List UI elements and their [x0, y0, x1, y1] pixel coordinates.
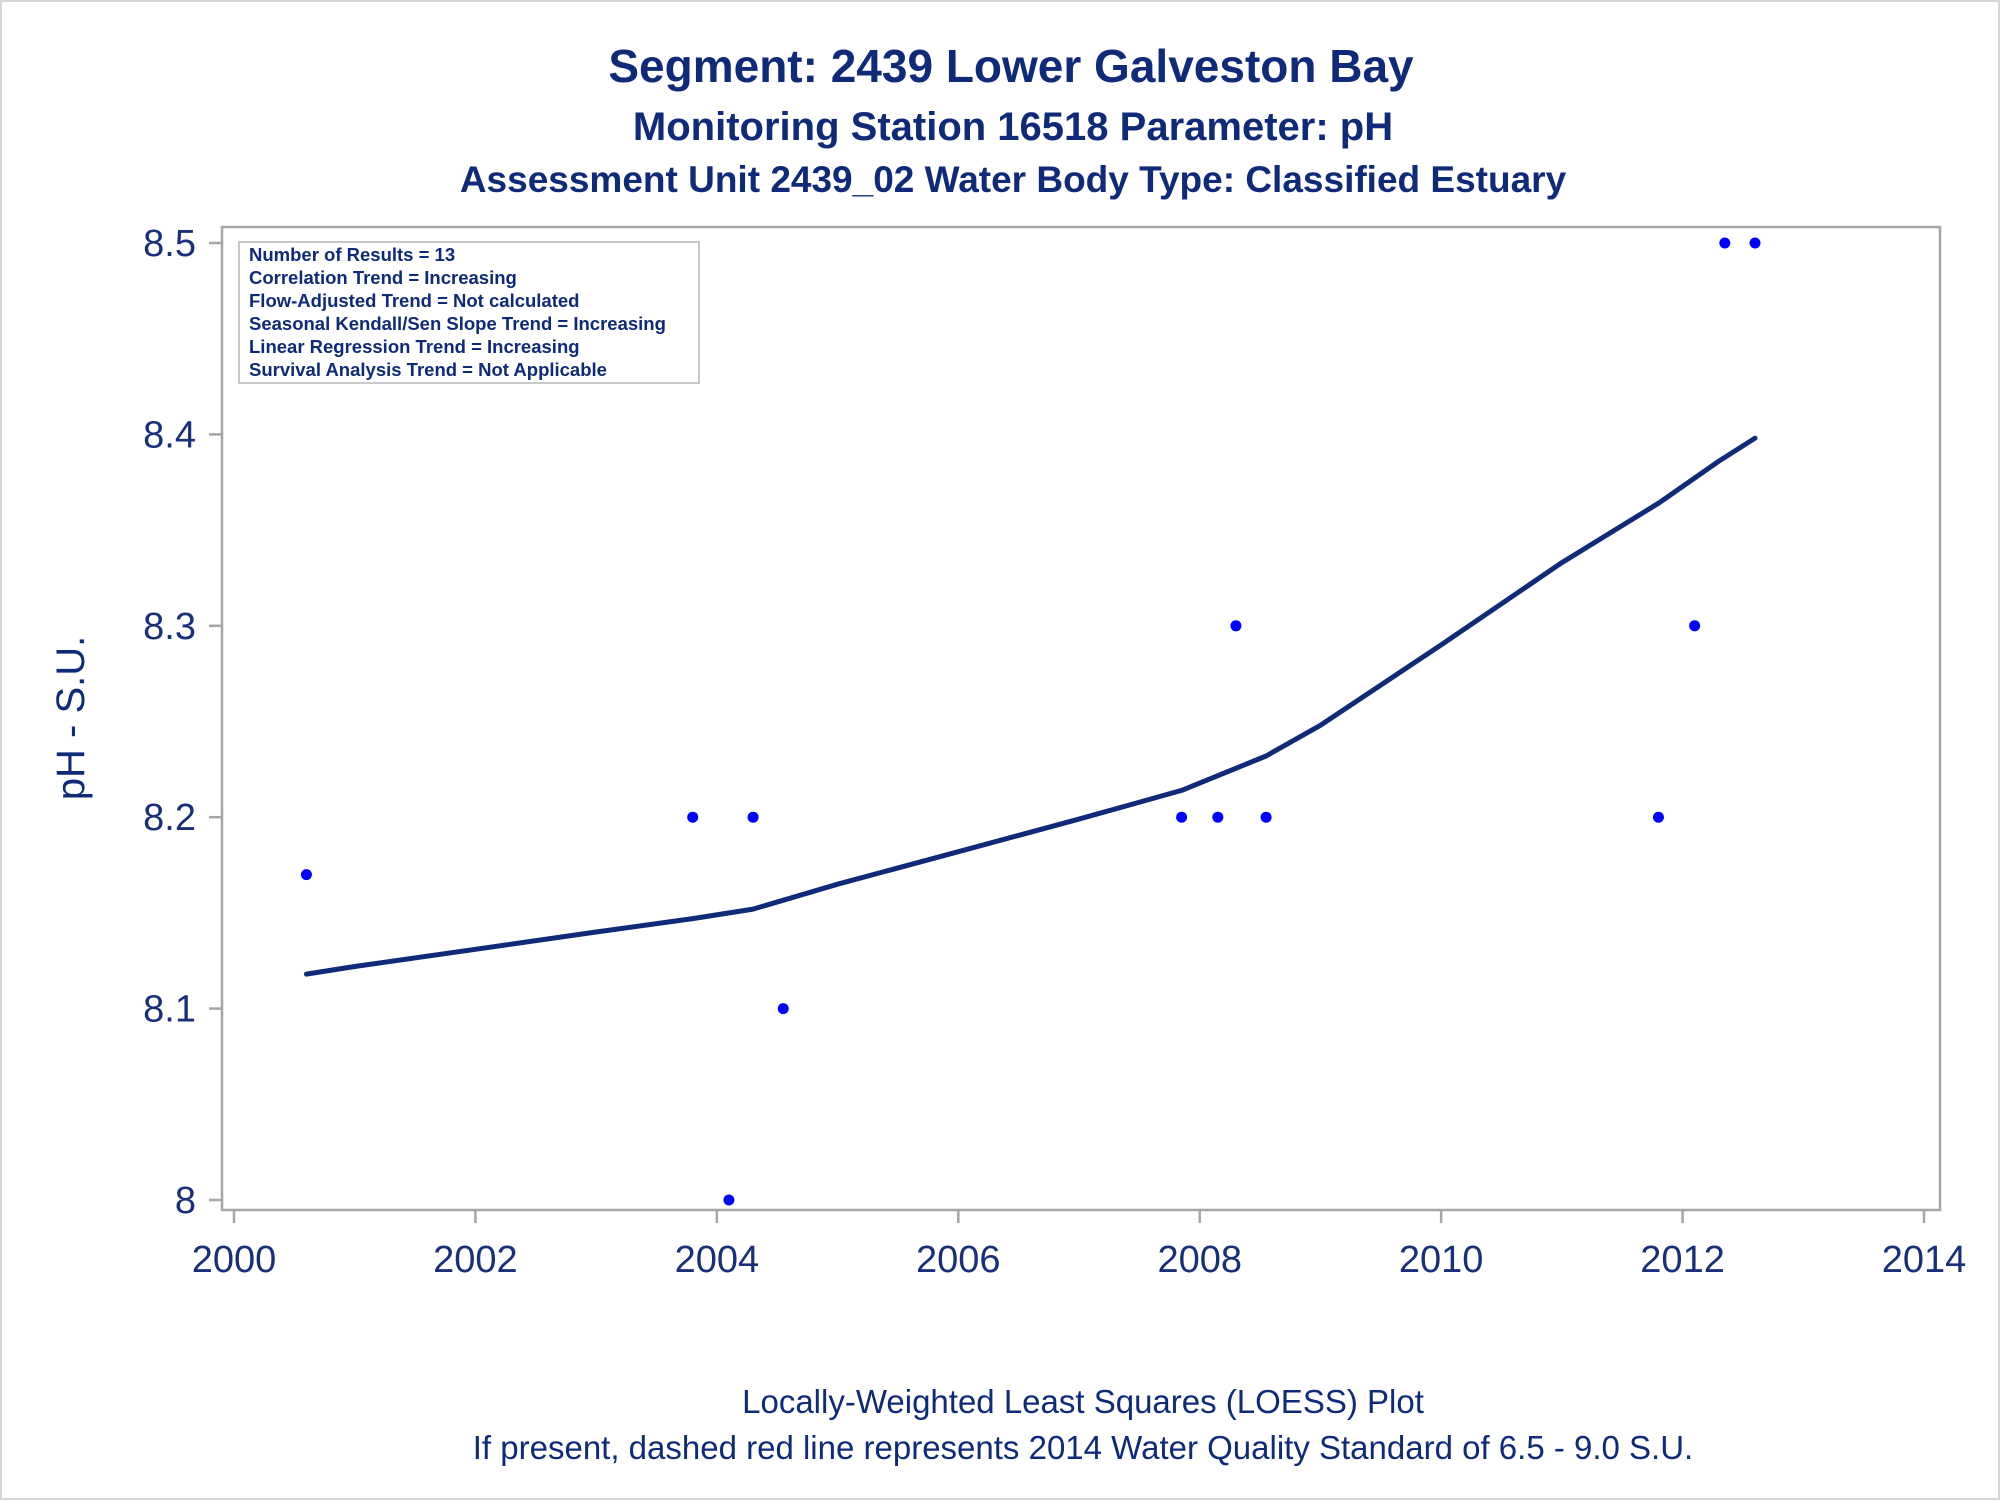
x-tick-label: 2010	[1399, 1239, 1484, 1281]
stat-linear-regression-trend: Linear Regression Trend = Increasing	[249, 336, 580, 357]
y-tick-label: 8.2	[143, 797, 196, 839]
data-points	[300, 237, 1761, 1206]
data-point	[1652, 811, 1664, 823]
data-point	[777, 1003, 789, 1015]
chart-subtitle-2: Assessment Unit 2439_02 Water Body Type:…	[460, 159, 1567, 200]
data-point	[1230, 620, 1242, 632]
y-tick-label: 8.1	[143, 989, 196, 1031]
x-tick-label: 2008	[1157, 1239, 1242, 1281]
stat-flow-adjusted-trend: Flow-Adjusted Trend = Not calculated	[249, 290, 579, 311]
data-point	[1749, 237, 1761, 249]
y-tick-label: 8.5	[143, 223, 196, 265]
loess-line	[303, 435, 1758, 977]
y-tick-label: 8.3	[143, 606, 196, 648]
data-point	[300, 869, 312, 881]
chart-title: Segment: 2439 Lower Galveston Bay	[608, 40, 1414, 92]
y-tick-label: 8	[175, 1180, 196, 1222]
plot-area	[220, 225, 1942, 1212]
footer-line-1: Locally-Weighted Least Squares (LOESS) P…	[742, 1383, 1424, 1420]
x-axis: 2000 2002 2004 2006 2008 2010 2012 2014	[192, 1210, 1967, 1281]
y-tick-label: 8.4	[143, 414, 196, 456]
x-tick-label: 2012	[1640, 1239, 1725, 1281]
x-tick-label: 2014	[1882, 1239, 1967, 1281]
footer-line-2: If present, dashed red line represents 2…	[473, 1429, 1693, 1466]
data-point	[1176, 811, 1188, 823]
y-axis-label: pH - S.U.	[49, 636, 93, 800]
stat-correlation-trend: Correlation Trend = Increasing	[249, 267, 517, 288]
chart-subtitle: Monitoring Station 16518 Parameter: pH	[633, 105, 1393, 149]
data-point	[747, 811, 759, 823]
trend-stats-box-border	[238, 241, 700, 384]
data-point	[723, 1194, 735, 1206]
loess-line-layer	[303, 435, 1758, 977]
stat-seasonal-kendall-trend: Seasonal Kendall/Sen Slope Trend = Incre…	[249, 313, 666, 334]
y-axis: 8 8.1 8.2 8.3 8.4 8.5	[143, 223, 222, 1222]
x-tick-label: 2006	[916, 1239, 1001, 1281]
stat-number-of-results: Number of Results = 13	[249, 244, 455, 265]
data-point	[1689, 620, 1701, 632]
data-point	[1212, 811, 1224, 823]
data-point	[1719, 237, 1731, 249]
x-tick-label: 2000	[192, 1239, 277, 1281]
stat-survival-analysis-trend: Survival Analysis Trend = Not Applicable	[249, 359, 607, 380]
data-point	[687, 811, 699, 823]
trend-stats-box: Number of Results = 13 Correlation Trend…	[238, 241, 700, 384]
data-point	[1260, 811, 1272, 823]
x-tick-label: 2002	[433, 1239, 518, 1281]
x-tick-label: 2004	[675, 1239, 760, 1281]
